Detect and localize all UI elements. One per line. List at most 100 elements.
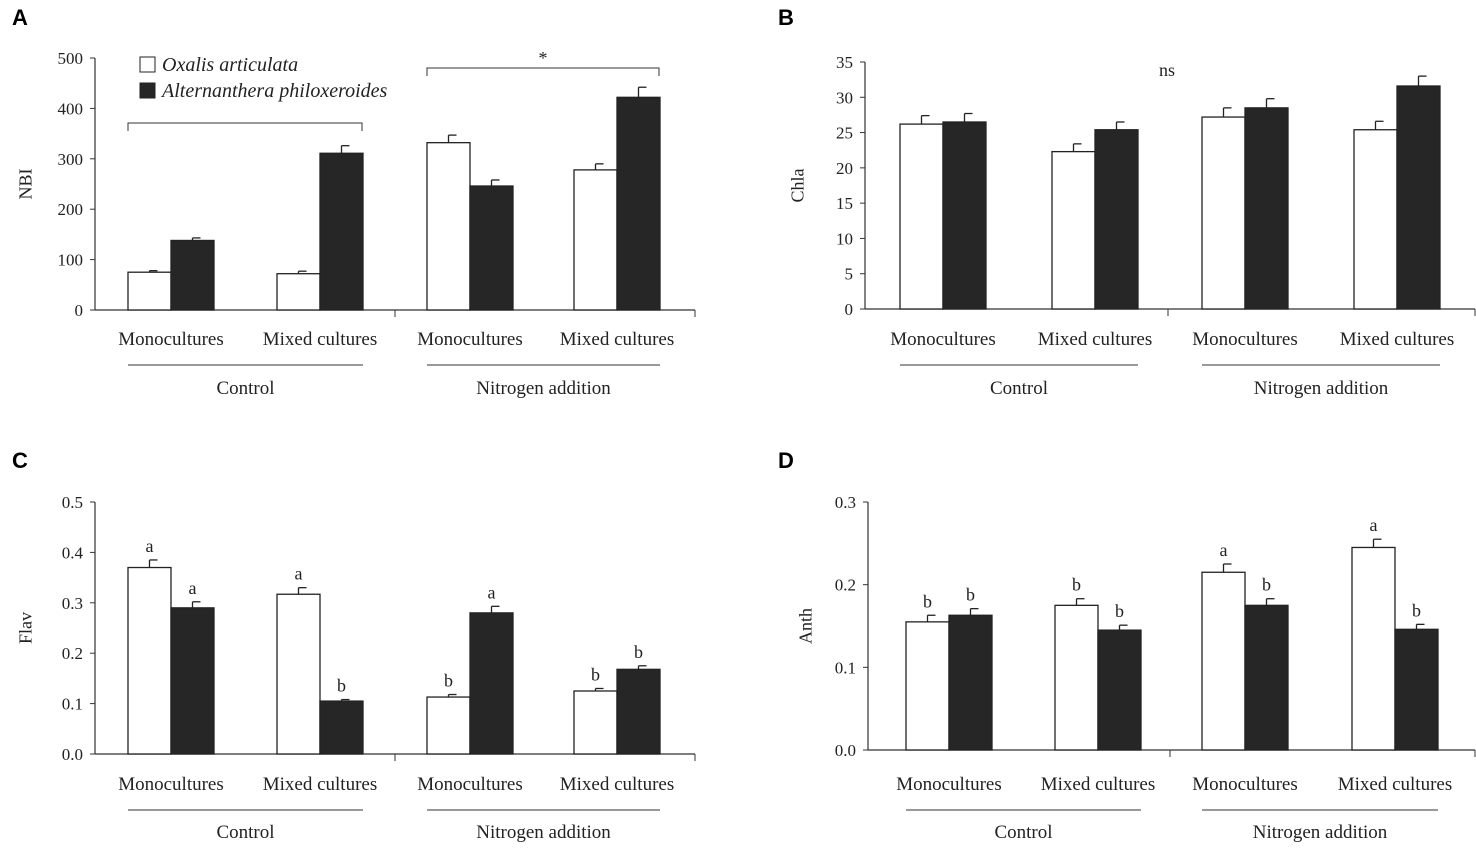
bar-alternanthera	[1097, 629, 1142, 751]
bar-alternanthera	[1394, 628, 1439, 751]
legend-swatch	[139, 56, 156, 73]
y-tick-label: 0.2	[62, 644, 83, 663]
bar-oxalis	[127, 566, 172, 755]
group-label: Control	[994, 822, 1052, 843]
bar-alternanthera	[1244, 604, 1289, 751]
panel-label: C	[12, 448, 28, 473]
significance-ns: ns	[1159, 60, 1175, 80]
legend-label: Alternanthera philoxeroides	[160, 80, 388, 102]
bar-alternanthera	[616, 96, 661, 311]
bar-alternanthera	[1396, 85, 1441, 310]
significance-letter: b	[1412, 600, 1421, 620]
category-label: Monocultures	[890, 329, 996, 350]
group-label: Nitrogen addition	[476, 822, 611, 843]
bar-oxalis	[573, 690, 618, 755]
bar-alternanthera	[319, 152, 364, 311]
category-label: Mixed cultures	[1038, 329, 1153, 350]
y-tick-label: 300	[58, 150, 84, 169]
group-label: Nitrogen addition	[476, 378, 611, 399]
significance-letter: b	[337, 676, 346, 696]
y-tick-label: 200	[58, 200, 84, 219]
significance-letter: b	[1115, 601, 1124, 621]
panel-d: D 0.0 0.1 0.2 0.3 Anth b b Monocultures b b Mixed c…	[778, 448, 1476, 843]
category-label: Mixed cultures	[263, 329, 378, 350]
category-label: Monocultures	[118, 329, 224, 350]
bar-alternanthera	[469, 612, 514, 755]
bar-oxalis	[573, 169, 618, 311]
y-tick-label: 400	[58, 99, 84, 118]
panel-a: A 0 100 200 300 400 500 NBI Monocultures Mixed cu…	[12, 5, 696, 399]
group-label: Nitrogen addition	[1253, 822, 1388, 843]
significance-letter: a	[488, 582, 496, 602]
category-label: Monocultures	[1192, 329, 1298, 350]
bar-alternanthera	[1094, 129, 1139, 310]
bar-oxalis	[899, 123, 944, 310]
category-label: Mixed cultures	[1340, 329, 1455, 350]
significance-letter: b	[1262, 575, 1271, 595]
significance-letter: a	[146, 536, 154, 556]
group-label: Nitrogen addition	[1254, 378, 1389, 399]
y-tick-label: 0.4	[62, 543, 84, 562]
y-tick-label: 35	[836, 53, 853, 72]
significance-letter: b	[634, 642, 643, 662]
significance-letter: a	[295, 564, 303, 584]
significance-letter: b	[1072, 575, 1081, 595]
panel-b: B 0 5 10 15 20 25 30 35 Chla Monocultures Mixed cul…	[778, 5, 1476, 399]
y-tick-label: 500	[58, 49, 84, 68]
nitrogen-bracket	[426, 67, 660, 76]
bar-oxalis	[426, 142, 471, 311]
y-tick-label: 0.0	[835, 741, 856, 760]
category-label: Mixed cultures	[263, 774, 378, 795]
significance-letter: a	[189, 578, 197, 598]
bar-alternanthera	[942, 121, 987, 310]
y-tick-label: 5	[845, 265, 854, 284]
category-label: Mixed cultures	[1338, 774, 1453, 795]
y-tick-label: 100	[58, 251, 84, 270]
category-label: Mixed cultures	[560, 329, 675, 350]
y-tick-label: 25	[836, 124, 853, 143]
group-label: Control	[216, 822, 274, 843]
y-tick-label: 20	[836, 159, 853, 178]
panel-label: B	[778, 5, 794, 30]
panel-label: A	[12, 5, 28, 30]
category-label: Mixed cultures	[1041, 774, 1156, 795]
y-tick-label: 0.2	[835, 576, 856, 595]
bar-alternanthera	[319, 700, 364, 755]
significance-letter: b	[923, 591, 932, 611]
category-label: Monocultures	[417, 774, 523, 795]
bar-oxalis	[1351, 546, 1396, 751]
panel-c: C 0.0 0.1 0.2 0.3 0.4 0.5 Flav a a Monocultures a b M…	[12, 448, 696, 843]
significance-letter: a	[1370, 515, 1378, 535]
bar-alternanthera	[469, 185, 514, 311]
significance-letter: b	[444, 671, 453, 691]
bar-oxalis	[905, 621, 950, 751]
y-tick-label: 0.5	[62, 493, 83, 512]
y-tick-label: 0.1	[835, 658, 856, 677]
y-axis-label: Flav	[15, 612, 35, 644]
y-axis-label: Chla	[787, 168, 807, 202]
panel-label: D	[778, 448, 794, 473]
bar-alternanthera	[1244, 107, 1289, 310]
significance-star: *	[539, 48, 548, 68]
bar-oxalis	[276, 593, 321, 755]
category-label: Monocultures	[1192, 774, 1298, 795]
significance-letter: a	[1220, 540, 1228, 560]
bar-oxalis	[1201, 116, 1246, 310]
y-axis-label: NBI	[15, 168, 35, 199]
y-tick-label: 30	[836, 88, 853, 107]
y-tick-label: 10	[836, 229, 853, 248]
bar-oxalis	[1201, 571, 1246, 751]
y-tick-label: 0.1	[62, 695, 83, 714]
bar-alternanthera	[616, 668, 661, 755]
significance-letter: b	[966, 585, 975, 605]
bar-oxalis	[1051, 150, 1096, 310]
y-axis-label: Anth	[795, 608, 815, 644]
bar-oxalis	[1054, 604, 1099, 751]
legend-label: Oxalis articulata	[162, 54, 298, 76]
y-tick-label: 0.3	[835, 493, 856, 512]
group-label: Control	[216, 378, 274, 399]
legend-swatch	[139, 82, 156, 99]
bar-oxalis	[1353, 129, 1398, 310]
category-label: Mixed cultures	[560, 774, 675, 795]
